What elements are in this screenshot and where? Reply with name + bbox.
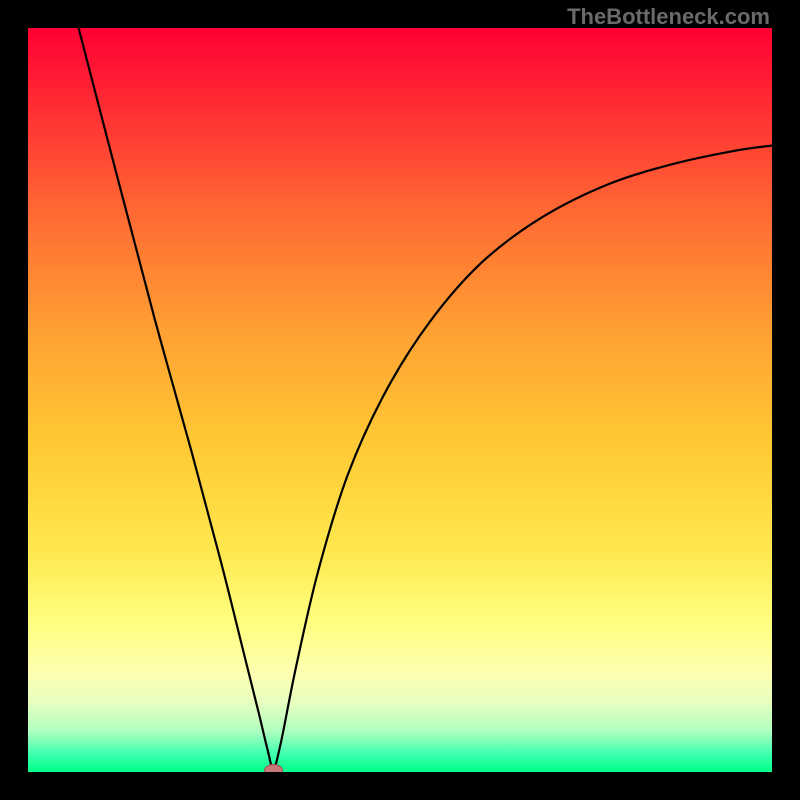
bottleneck-curve <box>28 28 772 772</box>
minimum-marker <box>265 765 283 772</box>
watermark-text: TheBottleneck.com <box>567 4 770 30</box>
plot-area <box>28 28 772 772</box>
chart-frame: TheBottleneck.com <box>0 0 800 800</box>
